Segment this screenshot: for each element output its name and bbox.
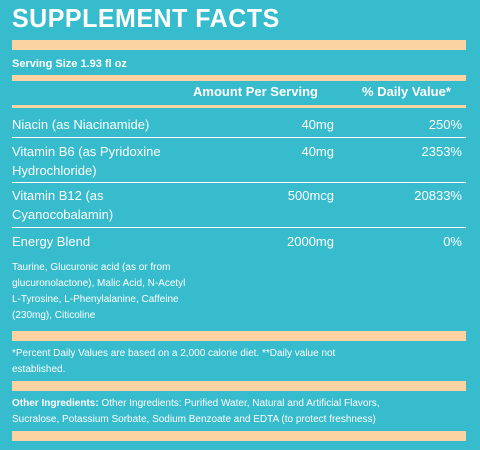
- blend-divider-bar: [12, 331, 466, 341]
- nutrient-b12-dv: 20833%: [414, 188, 462, 203]
- nutrient-b6-dv: 2353%: [421, 144, 462, 159]
- blend-ingredients-line: glucuronolactone), Malic Acid, N-Acetyl: [12, 278, 186, 289]
- footnote-divider-bar: [12, 381, 466, 391]
- amount-per-serving-header: Amount Per Serving: [193, 84, 318, 99]
- nutrient-b6-name-line1: Vitamin B6 (as Pyridoxine: [12, 144, 161, 159]
- nutrient-energy-blend-amount: 2000mg: [287, 234, 334, 249]
- daily-value-header: % Daily Value*: [362, 84, 451, 99]
- top-divider-bar: [12, 40, 466, 50]
- nutrient-b12-name-line2: Cyanocobalamin): [12, 207, 114, 222]
- blend-ingredients-line: Taurine, Glucuronic acid (as or from: [12, 262, 171, 273]
- nutrient-energy-blend-dv: 0%: [443, 234, 462, 249]
- row-divider: [12, 137, 466, 138]
- other-ingredients-text: Other Ingredients: Purified Water, Natur…: [98, 398, 380, 409]
- nutrient-energy-blend-name: Energy Blend: [12, 234, 91, 249]
- serving-size: Serving Size 1.93 fl oz: [12, 58, 127, 70]
- nutrient-b6-name-line2: Hydrochloride): [12, 163, 97, 178]
- nutrient-b6-amount: 40mg: [301, 144, 334, 159]
- other-ingredients-label: Other Ingredients:: [12, 398, 99, 409]
- panel-title: SUPPLEMENT FACTS: [12, 4, 280, 34]
- daily-value-footnote-line1: *Percent Daily Values are based on a 2,0…: [12, 348, 336, 359]
- nutrient-b12-name-line1: Vitamin B12 (as: [12, 188, 104, 203]
- blend-ingredients-line: L-Tyrosine, L-Phenylalanine, Caffeine: [12, 294, 179, 305]
- nutrient-niacin-name: Niacin (as Niacinamide): [12, 117, 150, 132]
- nutrient-niacin-dv: 250%: [428, 117, 462, 132]
- bottom-divider-bar: [12, 431, 466, 441]
- blend-ingredients-line: (230mg), Citicoline: [12, 310, 96, 321]
- header-divider-bar: [12, 105, 466, 108]
- daily-value-footnote-line2: established.: [12, 364, 66, 375]
- nutrient-niacin-amount: 40mg: [301, 117, 334, 132]
- serving-divider-bar: [12, 75, 466, 81]
- other-ingredients-line1: Other Ingredients: Other Ingredients: Pu…: [12, 396, 466, 412]
- other-ingredients-line2: Sucralose, Potassium Sorbate, Sodium Ben…: [12, 414, 376, 425]
- nutrient-b12-amount: 500mcg: [287, 188, 334, 203]
- row-divider: [12, 227, 466, 228]
- row-divider: [12, 182, 466, 183]
